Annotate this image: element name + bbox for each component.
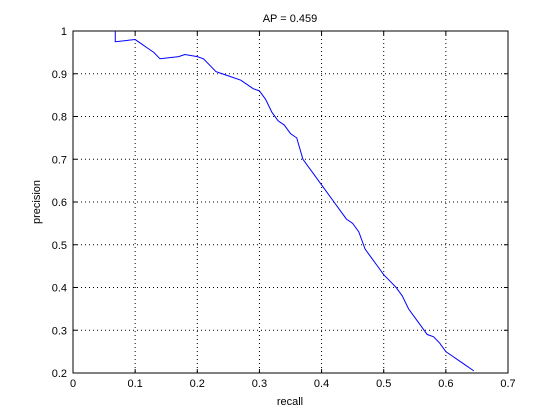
x-axis-label: recall bbox=[277, 396, 303, 408]
y-tick-label: 1 bbox=[61, 26, 67, 38]
x-tick-label: 0.7 bbox=[500, 378, 515, 390]
x-tick-label: 0.3 bbox=[252, 378, 267, 390]
y-tick-label: 0.5 bbox=[52, 240, 67, 252]
x-tick-label: 0.5 bbox=[376, 378, 391, 390]
y-axis-label: precision bbox=[31, 180, 43, 224]
x-tick-label: 0.1 bbox=[127, 378, 142, 390]
y-tick-label: 0.7 bbox=[52, 154, 67, 166]
y-tick-label: 0.8 bbox=[52, 112, 67, 124]
x-tick-label: 0 bbox=[70, 378, 76, 390]
line bbox=[114, 31, 475, 372]
x-tick-label: 0.6 bbox=[438, 378, 453, 390]
y-tick-label: 0.2 bbox=[52, 368, 67, 380]
y-tick-label: 0.6 bbox=[52, 197, 67, 209]
y-tick-label: 0.9 bbox=[52, 69, 67, 81]
chart-title: AP = 0.459 bbox=[263, 13, 318, 25]
x-tick-label: 0.4 bbox=[314, 378, 329, 390]
y-tick-label: 0.3 bbox=[52, 325, 67, 337]
axes-box bbox=[72, 30, 509, 374]
x-tick-label: 0.2 bbox=[190, 378, 205, 390]
y-tick-label: 0.4 bbox=[52, 283, 67, 295]
